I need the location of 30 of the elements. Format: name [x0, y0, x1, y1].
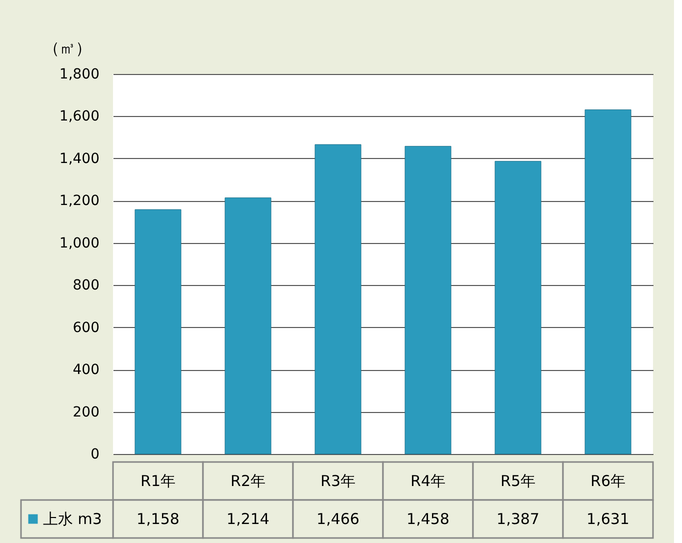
y-tick-label: 1,600: [59, 108, 100, 125]
data-label: 1,214: [226, 510, 270, 528]
bar: [494, 160, 542, 454]
y-tick-label: 1,200: [59, 193, 100, 210]
data-label: 1,631: [586, 510, 630, 528]
bar: [584, 109, 632, 454]
x-tick-label: R5年: [500, 472, 536, 490]
y-tick-label: 400: [72, 362, 100, 378]
y-axis-title: （㎥）: [44, 38, 92, 58]
y-tick-label: 1,000: [59, 235, 100, 252]
y-tick-label: 600: [72, 320, 100, 336]
data-label: 1,158: [136, 510, 180, 528]
data-label: 1,458: [406, 510, 450, 528]
y-tick-label: 800: [72, 278, 100, 294]
bar: [134, 209, 182, 454]
x-tick-label: R6年: [590, 472, 626, 490]
data-label: 1,387: [496, 510, 540, 528]
y-tick-label: 0: [90, 446, 100, 462]
x-tick-label: R1年: [140, 472, 176, 490]
data-label: 1,466: [316, 510, 360, 528]
x-tick-label: R2年: [230, 472, 266, 490]
y-tick-label: 1,800: [59, 66, 100, 82]
y-tick-label: 1,400: [59, 150, 100, 167]
x-tick-label: R4年: [410, 472, 446, 490]
x-tick-label: R3年: [320, 472, 356, 490]
bar: [404, 146, 452, 454]
y-tick-label: 200: [72, 404, 100, 420]
bar: [224, 197, 272, 454]
bar: [314, 144, 362, 454]
legend-label: 上水 m3: [43, 510, 102, 528]
